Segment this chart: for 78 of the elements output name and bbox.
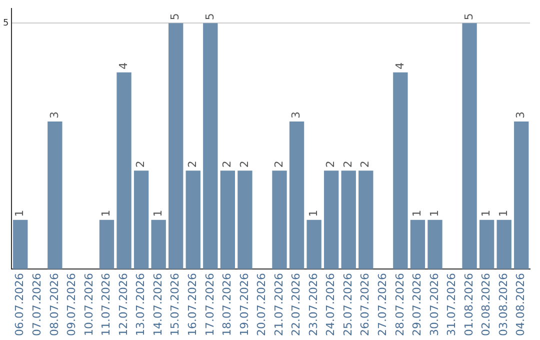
x-tick-label: 19.07.2026 bbox=[238, 273, 251, 336]
data-label: 2 bbox=[220, 160, 234, 168]
x-tick-label: 10.07.2026 bbox=[82, 273, 96, 336]
data-label: 1 bbox=[100, 210, 113, 217]
bar bbox=[116, 72, 132, 270]
x-tick-label: 08.07.2026 bbox=[48, 273, 61, 336]
x-tick-label: 13.07.2026 bbox=[134, 273, 148, 336]
data-label: 1 bbox=[480, 210, 493, 217]
x-tick-label: 01.08.2026 bbox=[462, 273, 476, 336]
bar bbox=[134, 170, 149, 270]
data-label: 2 bbox=[358, 160, 372, 168]
data-label: 2 bbox=[238, 160, 251, 168]
bar bbox=[272, 170, 287, 270]
x-tick-label: 04.08.2026 bbox=[514, 273, 528, 336]
bar bbox=[393, 72, 408, 270]
bar bbox=[13, 220, 28, 270]
x-tick-label: 21.07.2026 bbox=[272, 273, 286, 336]
x-tick-label: 09.07.2026 bbox=[65, 273, 78, 336]
data-label: 1 bbox=[306, 210, 320, 217]
bar bbox=[99, 220, 114, 270]
data-label: 5 bbox=[203, 13, 216, 20]
data-label: 2 bbox=[186, 160, 199, 168]
bar bbox=[410, 220, 426, 270]
x-tick-label: 14.07.2026 bbox=[151, 273, 164, 336]
data-label: 1 bbox=[428, 210, 441, 217]
data-label: 2 bbox=[134, 160, 148, 168]
bar bbox=[186, 170, 200, 270]
x-tick-label: 07.07.2026 bbox=[30, 273, 44, 336]
data-label: 3 bbox=[290, 112, 303, 118]
x-tick-label: 18.07.2026 bbox=[220, 273, 234, 336]
data-label: 4 bbox=[393, 62, 406, 70]
bar bbox=[48, 122, 62, 270]
bar bbox=[238, 170, 252, 270]
x-tick-label: 27.07.2026 bbox=[376, 273, 390, 336]
x-tick-label: 12.07.2026 bbox=[116, 273, 130, 336]
x-tick-label: 22.07.2026 bbox=[290, 273, 303, 336]
bar bbox=[151, 220, 166, 270]
data-label: 3 bbox=[48, 112, 61, 118]
x-tick-label: 16.07.2026 bbox=[186, 273, 199, 336]
data-label: 2 bbox=[324, 160, 338, 168]
bar bbox=[514, 122, 529, 270]
x-tick-label: 26.07.2026 bbox=[358, 273, 372, 336]
x-tick-label: 30.07.2026 bbox=[428, 273, 441, 336]
bar bbox=[306, 220, 322, 270]
data-label: 5 bbox=[168, 13, 182, 20]
x-tick-label: 29.07.2026 bbox=[410, 273, 424, 336]
data-label: 1 bbox=[496, 210, 510, 217]
x-tick-label: 11.07.2026 bbox=[100, 273, 113, 336]
x-tick-label: 28.07.2026 bbox=[393, 273, 406, 336]
x-tick-label: 20.07.2026 bbox=[255, 273, 268, 336]
data-label: 2 bbox=[272, 160, 286, 168]
bar bbox=[341, 170, 356, 270]
x-tick-label: 15.07.2026 bbox=[168, 273, 182, 336]
data-label: 1 bbox=[151, 210, 164, 217]
bar bbox=[428, 220, 442, 270]
bar bbox=[203, 23, 218, 270]
x-tick-label: 03.08.2026 bbox=[496, 273, 510, 336]
bar bbox=[496, 220, 512, 270]
bar bbox=[462, 23, 477, 270]
data-label: 1 bbox=[13, 210, 26, 217]
data-label: 4 bbox=[116, 62, 130, 70]
x-tick-label: 23.07.2026 bbox=[306, 273, 320, 336]
x-tick-label: 24.07.2026 bbox=[324, 273, 338, 336]
data-label: 2 bbox=[341, 160, 354, 168]
x-tick-label: 31.07.2026 bbox=[445, 273, 458, 336]
x-tick-label: 17.07.2026 bbox=[203, 273, 216, 336]
data-label: 5 bbox=[462, 13, 476, 20]
bar bbox=[324, 170, 339, 270]
x-tick-label: 06.07.2026 bbox=[13, 273, 26, 336]
x-tick-label: 25.07.2026 bbox=[341, 273, 354, 336]
bar bbox=[168, 23, 184, 270]
bar bbox=[289, 122, 304, 270]
x-tick-label: 02.08.2026 bbox=[480, 273, 493, 336]
data-label: 3 bbox=[514, 112, 528, 118]
bar bbox=[358, 170, 374, 270]
data-label: 1 bbox=[410, 210, 424, 217]
bar bbox=[479, 220, 494, 270]
bar bbox=[220, 170, 236, 270]
